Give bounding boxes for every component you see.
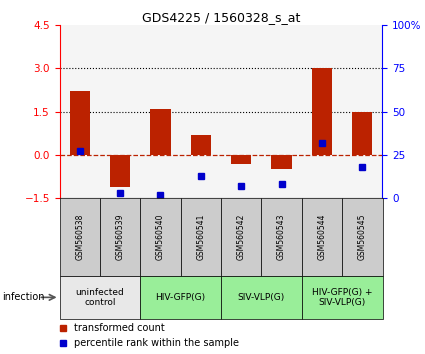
Text: HIV-GFP(G) +
SIV-VLP(G): HIV-GFP(G) + SIV-VLP(G)	[312, 288, 372, 307]
Bar	[352, 112, 372, 155]
Bar	[302, 198, 342, 276]
Text: uninfected
control: uninfected control	[76, 288, 124, 307]
Text: infection: infection	[2, 292, 45, 302]
Text: transformed count: transformed count	[74, 322, 165, 332]
Text: GSM560540: GSM560540	[156, 214, 165, 261]
Text: GSM560541: GSM560541	[196, 214, 205, 261]
Bar	[181, 198, 221, 276]
Bar	[150, 109, 170, 155]
Bar	[191, 135, 211, 155]
Bar	[302, 276, 382, 319]
Bar	[272, 155, 292, 169]
Bar	[60, 198, 100, 276]
Text: GSM560539: GSM560539	[116, 214, 125, 261]
Text: GSM560542: GSM560542	[237, 214, 246, 261]
Text: GSM560538: GSM560538	[75, 214, 84, 261]
Title: GDS4225 / 1560328_s_at: GDS4225 / 1560328_s_at	[142, 11, 300, 24]
Bar	[140, 276, 221, 319]
Bar	[140, 198, 181, 276]
Text: percentile rank within the sample: percentile rank within the sample	[74, 338, 239, 348]
Text: GSM560544: GSM560544	[317, 214, 326, 261]
Text: HIV-GFP(G): HIV-GFP(G)	[156, 293, 206, 302]
Bar	[70, 91, 90, 155]
Text: SIV-VLP(G): SIV-VLP(G)	[238, 293, 285, 302]
Bar	[60, 276, 140, 319]
Bar	[342, 198, 382, 276]
Bar	[110, 155, 130, 187]
Bar	[221, 276, 302, 319]
Bar	[221, 198, 261, 276]
Bar	[231, 155, 251, 164]
Text: GSM560543: GSM560543	[277, 214, 286, 261]
Bar	[100, 198, 140, 276]
Text: GSM560545: GSM560545	[358, 214, 367, 261]
Bar	[261, 198, 302, 276]
Bar	[312, 68, 332, 155]
